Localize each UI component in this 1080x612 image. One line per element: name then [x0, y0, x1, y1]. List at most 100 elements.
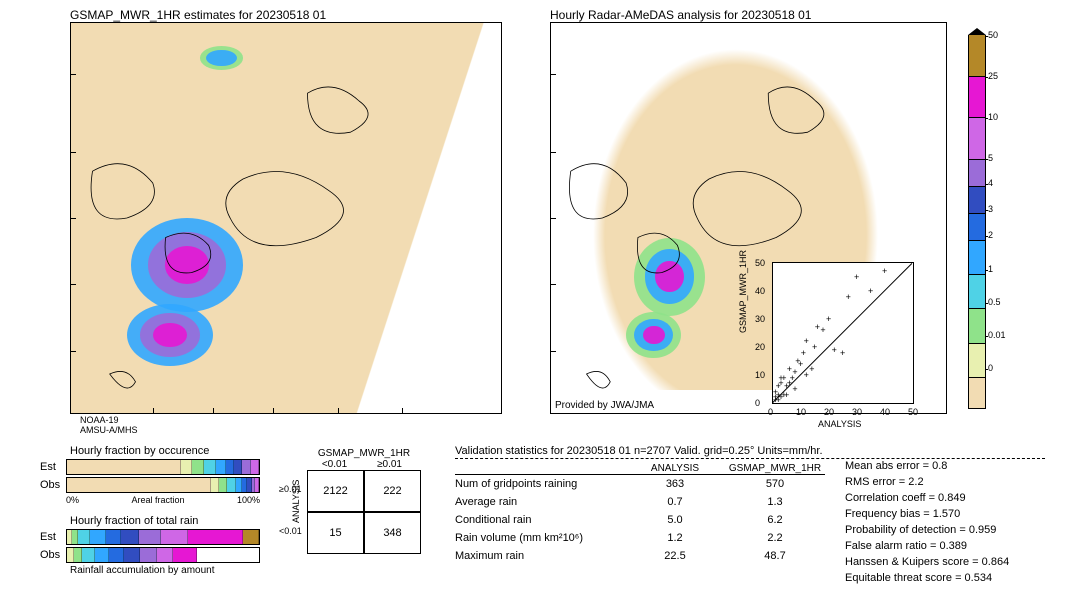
scatter-point: +: [840, 350, 845, 356]
scatter-point: +: [801, 350, 806, 356]
axis-label: 0%: [66, 495, 79, 505]
colorbar-segment: [968, 160, 986, 187]
row-axis-label: ANALYSIS: [291, 501, 301, 523]
scatter-point: +: [820, 327, 825, 333]
metric-row: RMS error = 2.2: [845, 474, 1009, 490]
row-header: <0.01: [279, 526, 302, 536]
colorbar-segment: [968, 378, 986, 409]
stats-cell: 6.2: [725, 514, 825, 526]
metric-value: 0.864: [982, 556, 1010, 568]
sensor-label: NOAA-19: [80, 415, 138, 425]
contingency-title: GSMAP_MWR_1HR: [307, 448, 421, 459]
sensor-label: AMSU-A/MHS: [80, 425, 138, 435]
chart-title: Hourly fraction of total rain: [70, 515, 260, 527]
scatter-point: +: [776, 383, 781, 389]
scatter-point: +: [792, 369, 797, 375]
colorbar-tick: 3: [988, 204, 993, 214]
colorbar-tick: 25: [988, 71, 998, 81]
stats-cell: Average rain: [455, 496, 625, 508]
metric-row: Hanssen & Kuipers score = 0.864: [845, 554, 1009, 570]
colorbar-tick: 5: [988, 153, 993, 163]
colorbar-tick: 4: [988, 178, 993, 188]
scatter-point: +: [832, 347, 837, 353]
scatter-point: +: [804, 338, 809, 344]
metric-row: Probability of detection = 0.959: [845, 522, 1009, 538]
stats-cell: Rain volume (mm km²10⁶): [455, 532, 625, 544]
colorbar-segment: [968, 28, 986, 35]
colorbar-segment: [968, 187, 986, 214]
chart-title: Hourly fraction by occurence: [70, 445, 260, 457]
colorbar-tick: 10: [988, 112, 998, 122]
scatter-point: +: [778, 375, 783, 381]
colorbar-segment: [968, 275, 986, 309]
colorbar-tick: 0.01: [988, 330, 1006, 340]
scatter-xlabel: ANALYSIS: [818, 419, 861, 429]
metric-row: Frequency bias = 1.570: [845, 506, 1009, 522]
metric-row: False alarm ratio = 0.389: [845, 538, 1009, 554]
colorbar-segment: [968, 77, 986, 119]
stats-cell: 0.7: [625, 496, 725, 508]
stats-cell: 22.5: [625, 550, 725, 562]
left-map: 125°E130°E135°E140°E145°E45°N40°N35°N30°…: [70, 22, 502, 414]
colorbar-tick: 50: [988, 30, 998, 40]
metric-value: 0.959: [969, 524, 997, 536]
stacked-bar: [66, 529, 260, 545]
contingency-table: GSMAP_MWR_1HR<0.01≥0.01ANALYSIS2122222≥0…: [285, 448, 421, 554]
scatter-point: +: [773, 394, 778, 400]
stats-cell: 1.3: [725, 496, 825, 508]
stats-cell: 1.2: [625, 532, 725, 544]
scatter-point: +: [815, 324, 820, 330]
metric-value: 0.389: [939, 540, 967, 552]
metric-name: Correlation coeff =: [845, 492, 938, 504]
colorbar-segment: [968, 309, 986, 343]
row-label: Est: [40, 461, 66, 473]
scatter-point: +: [854, 274, 859, 280]
scatter-point: +: [809, 366, 814, 372]
contingency-cell: 348: [364, 512, 421, 554]
right-map-container: Hourly Radar-AMeDAS analysis for 2023051…: [550, 8, 811, 22]
metric-value: 0.8: [932, 460, 947, 472]
colorbar-segment: [968, 241, 986, 275]
metric-value: 0.534: [965, 572, 993, 584]
colorbar-segment: [968, 118, 986, 160]
scatter-point: +: [795, 358, 800, 364]
scatter-point: +: [812, 344, 817, 350]
colorbar-segment: [968, 344, 986, 378]
metric-name: Probability of detection =: [845, 524, 969, 536]
metric-name: Mean abs error =: [845, 460, 932, 472]
stats-cell: 570: [725, 478, 825, 490]
stats-cell: Conditional rain: [455, 514, 625, 526]
scatter-point: +: [826, 316, 831, 322]
metric-value: 0.849: [938, 492, 966, 504]
fraction-occurrence-chart: Hourly fraction by occurenceEstObs0%Area…: [40, 445, 260, 505]
contingency-cell: 15: [307, 512, 364, 554]
stats-cell: 2.2: [725, 532, 825, 544]
row-label: Obs: [40, 479, 66, 491]
metrics-list: Mean abs error = 0.8RMS error = 2.2Corre…: [845, 458, 1009, 586]
stats-col-header: [455, 463, 625, 474]
metric-name: RMS error =: [845, 476, 908, 488]
colorbar-tick: 1: [988, 264, 993, 274]
stacked-bar: [66, 477, 260, 493]
metric-row: Equitable threat score = 0.534: [845, 570, 1009, 586]
scatter-point: +: [784, 392, 789, 398]
left-map-container: GSMAP_MWR_1HR estimates for 20230518 01: [70, 8, 326, 22]
colorbar-tick: 0: [988, 363, 993, 373]
map-attribution: Provided by JWA/JMA: [555, 400, 654, 411]
colorbar-segment: [968, 35, 986, 77]
contingency-cell: 2122: [307, 470, 364, 512]
row-header: ≥0.01: [279, 484, 301, 494]
metric-name: Equitable threat score =: [845, 572, 965, 584]
metric-row: Correlation coeff = 0.849: [845, 490, 1009, 506]
right-map-title: Hourly Radar-AMeDAS analysis for 2023051…: [550, 8, 811, 22]
scatter-point: +: [787, 366, 792, 372]
metric-value: 2.2: [908, 476, 923, 488]
colorbar-tick: 2: [988, 230, 993, 240]
contingency-cell: 222: [364, 470, 421, 512]
sensor-labels: NOAA-19AMSU-A/MHS: [80, 415, 138, 435]
stats-col-header: GSMAP_MWR_1HR: [725, 463, 825, 474]
scatter-point: +: [804, 372, 809, 378]
axis-label: 100%: [237, 495, 260, 505]
metric-row: Mean abs error = 0.8: [845, 458, 1009, 474]
chart-footer: Rainfall accumulation by amount: [70, 565, 260, 576]
